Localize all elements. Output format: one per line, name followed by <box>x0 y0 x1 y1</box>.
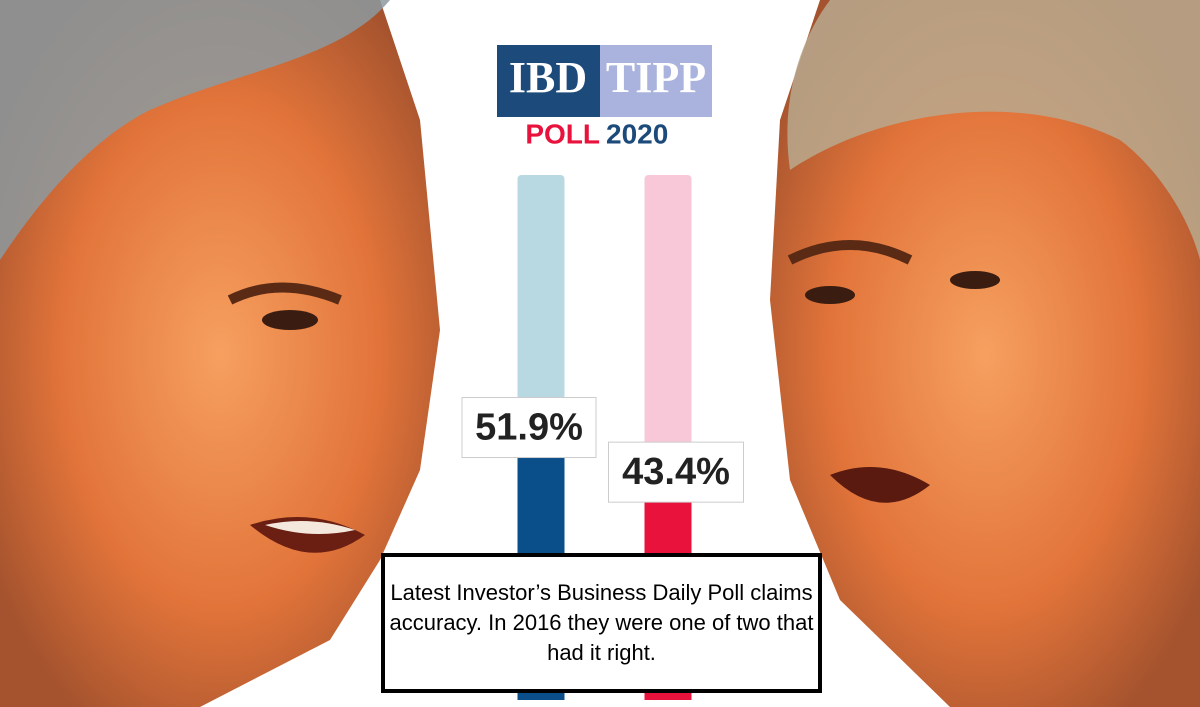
logo-word: POLL <box>525 118 600 149</box>
value-label-box <box>608 441 744 503</box>
right-portrait <box>770 0 1200 707</box>
logo-right-box <box>600 45 712 117</box>
logo-year: 2020 <box>606 118 668 149</box>
logo-left: IBD <box>509 53 587 102</box>
value-label-box <box>461 397 597 459</box>
value-label: 51.9% <box>475 407 583 449</box>
left-portrait <box>0 0 440 707</box>
value-label: 43.4% <box>622 451 730 493</box>
logo-right: TIPP <box>606 53 706 102</box>
caption: Latest Investor’s Business Daily Poll cl… <box>381 553 822 693</box>
logo-left-box <box>497 45 600 117</box>
